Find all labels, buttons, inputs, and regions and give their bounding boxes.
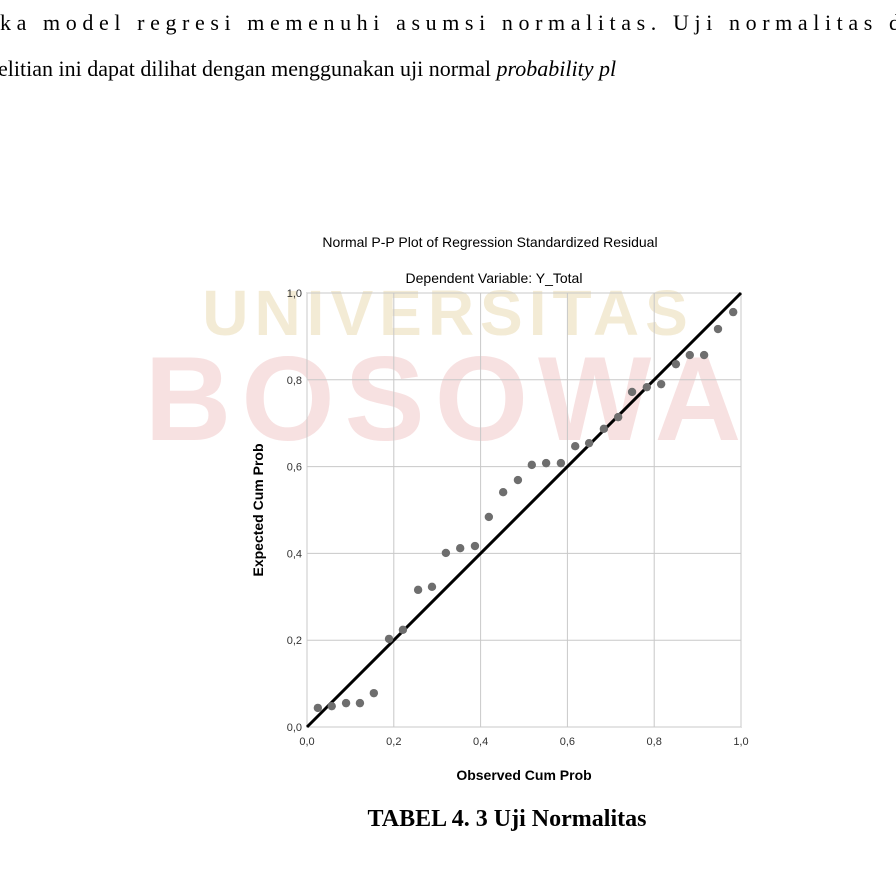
point <box>542 459 550 467</box>
point <box>499 488 507 496</box>
point <box>600 425 608 433</box>
point <box>342 699 350 707</box>
document-page: UNIVERSITAS BOSOWA ka model regresi meme… <box>0 0 896 896</box>
point <box>657 380 665 388</box>
point <box>456 544 464 552</box>
x-axis-label: Observed Cum Prob <box>456 767 591 783</box>
point <box>356 699 364 707</box>
chart-subtitle: Dependent Variable: Y_Total <box>406 270 583 286</box>
point <box>399 626 407 634</box>
point <box>700 351 708 359</box>
y-tick-label: 0,0 <box>287 722 302 734</box>
point <box>686 351 694 359</box>
point <box>557 459 565 467</box>
y-tick-label: 0,8 <box>287 375 302 387</box>
y-tick-label: 0,4 <box>287 548 302 560</box>
point <box>672 360 680 368</box>
point <box>370 689 378 697</box>
y-axis-label: Expected Cum Prob <box>250 443 266 576</box>
watermark-main: BOSOWA <box>145 332 752 466</box>
point <box>442 549 450 557</box>
x-tick-label: 0,2 <box>386 736 401 748</box>
chart-title: Normal P-P Plot of Regression Standardiz… <box>322 234 657 250</box>
body-italic: probability pl <box>495 56 617 81</box>
caption: TABEL 4. 3 Uji Normalitas <box>368 806 647 832</box>
body-text: elitian ini dapat dilihat dengan menggun… <box>0 56 497 81</box>
point <box>528 461 536 469</box>
point <box>385 635 393 643</box>
body-line: elitian ini dapat dilihat dengan menggun… <box>0 56 616 81</box>
point <box>614 413 622 421</box>
x-tick-label: 0,4 <box>473 736 488 748</box>
point <box>514 476 522 484</box>
x-tick-label: 0,0 <box>299 736 314 748</box>
body-line: ka model regresi memenuhi asumsi normali… <box>0 10 896 35</box>
point <box>414 586 422 594</box>
point <box>714 325 722 333</box>
x-tick-label: 0,8 <box>647 736 662 748</box>
point <box>628 388 636 396</box>
point <box>328 702 336 710</box>
point <box>428 583 436 591</box>
point <box>314 704 322 712</box>
y-tick-label: 1,0 <box>287 288 302 300</box>
point <box>643 383 651 391</box>
point <box>471 542 479 550</box>
x-tick-label: 1,0 <box>733 736 748 748</box>
y-tick-label: 0,2 <box>287 635 302 647</box>
x-tick-label: 0,6 <box>560 736 575 748</box>
point <box>485 513 493 521</box>
y-tick-label: 0,6 <box>287 462 302 474</box>
point <box>571 442 579 450</box>
point <box>585 439 593 447</box>
point <box>729 308 737 316</box>
